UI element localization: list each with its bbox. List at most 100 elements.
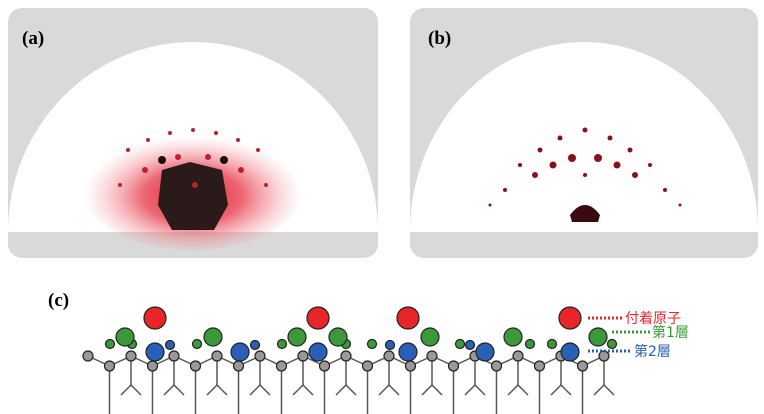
layer2-atom [231, 343, 249, 361]
bond [174, 385, 184, 395]
diffraction-spot [168, 131, 172, 135]
diffraction-spot [236, 138, 240, 142]
bond [518, 385, 528, 395]
bond [561, 385, 571, 395]
layer1-atom [504, 328, 522, 346]
bond [604, 385, 614, 395]
substrate-atom [105, 361, 115, 371]
small-atom [456, 340, 465, 349]
legend-label: 第1層 [652, 324, 689, 341]
layer1-atom [329, 328, 347, 346]
diffraction-spot [594, 154, 602, 162]
diffraction-spot [126, 148, 130, 152]
diffraction-spot [518, 163, 522, 167]
substrate-atom [126, 351, 136, 361]
diffraction-spot [192, 182, 198, 188]
diffraction-spot [532, 172, 538, 178]
small-atom [386, 341, 395, 350]
substrate-atom [341, 351, 351, 361]
bond [207, 385, 217, 395]
substrate-atom [427, 351, 437, 361]
substrate-atom [212, 351, 222, 361]
panel-label: (a) [22, 28, 44, 49]
bond [293, 385, 303, 395]
substrate-atom [320, 361, 330, 371]
substrate-atom [148, 361, 158, 371]
small-atom [106, 340, 115, 349]
substrate-atom [234, 361, 244, 371]
bond [346, 385, 356, 395]
bond [508, 385, 518, 395]
diffraction-spot [118, 183, 122, 187]
diffraction-spot [558, 136, 563, 141]
diffraction-spot [614, 162, 621, 169]
layer1-atom [116, 328, 134, 346]
diffraction-spot [142, 167, 148, 173]
layer2-atom [561, 343, 579, 361]
diffraction-spot [583, 173, 587, 177]
diffraction-spot [489, 204, 492, 207]
small-atom [608, 340, 617, 349]
substrate-atom [83, 351, 93, 361]
substrate-atom [513, 351, 523, 361]
panel-a [8, 8, 378, 258]
bond [303, 385, 313, 395]
small-atom [251, 341, 260, 350]
small-atom [368, 340, 377, 349]
bond [551, 385, 561, 395]
layer2-atom [476, 343, 494, 361]
substrate-atom [449, 361, 459, 371]
layer1-atom [204, 328, 222, 346]
bond [260, 385, 270, 395]
substrate-atom [535, 361, 545, 371]
diffraction-spot [663, 188, 667, 192]
substrate-atom [363, 361, 373, 371]
small-atom [166, 341, 175, 350]
bond [465, 385, 475, 395]
panel-label: (b) [428, 28, 451, 49]
substrate-atom [255, 351, 265, 361]
small-atom [466, 341, 475, 350]
layer2-atom [399, 343, 417, 361]
small-atom [526, 340, 535, 349]
bond [389, 385, 399, 395]
substrate-atom [492, 361, 502, 371]
diffraction-spot [503, 188, 507, 192]
layer1-atom [421, 328, 439, 346]
substrate-atom [191, 361, 201, 371]
adatom [397, 307, 419, 329]
substrate-atom [578, 361, 588, 371]
bond [336, 385, 346, 395]
small-atom [548, 340, 557, 349]
diffraction-spot [583, 128, 588, 133]
diffraction-spot [550, 162, 557, 169]
diffraction-spot [679, 204, 682, 207]
diffraction-spot [568, 154, 576, 162]
adatom [144, 307, 166, 329]
layer1-atom [288, 328, 306, 346]
atomic-structure [83, 307, 617, 414]
legend-label: 第2層 [634, 343, 671, 360]
diffraction-spot [628, 148, 633, 153]
substrate-atom [277, 361, 287, 371]
bond [422, 385, 432, 395]
panel-b [410, 8, 758, 258]
layer1-atom [589, 328, 607, 346]
diffraction-spot [175, 154, 181, 160]
diffraction-spot [264, 183, 268, 187]
adatom [559, 307, 581, 329]
substrate-atom [406, 361, 416, 371]
adatom [307, 307, 329, 329]
diffraction-spot [220, 156, 228, 164]
diffraction-spot [158, 156, 166, 164]
diffraction-spot [538, 148, 543, 153]
small-atom [193, 340, 202, 349]
diffraction-spot [608, 136, 613, 141]
layer2-atom [146, 343, 164, 361]
diffraction-spot [238, 167, 244, 173]
diffraction-spot [214, 131, 218, 135]
bond [131, 385, 141, 395]
bond [164, 385, 174, 395]
figure: (a) (b) (c) 付着原子 第1層 第2層 [0, 0, 764, 414]
diffraction-spot [191, 128, 195, 132]
